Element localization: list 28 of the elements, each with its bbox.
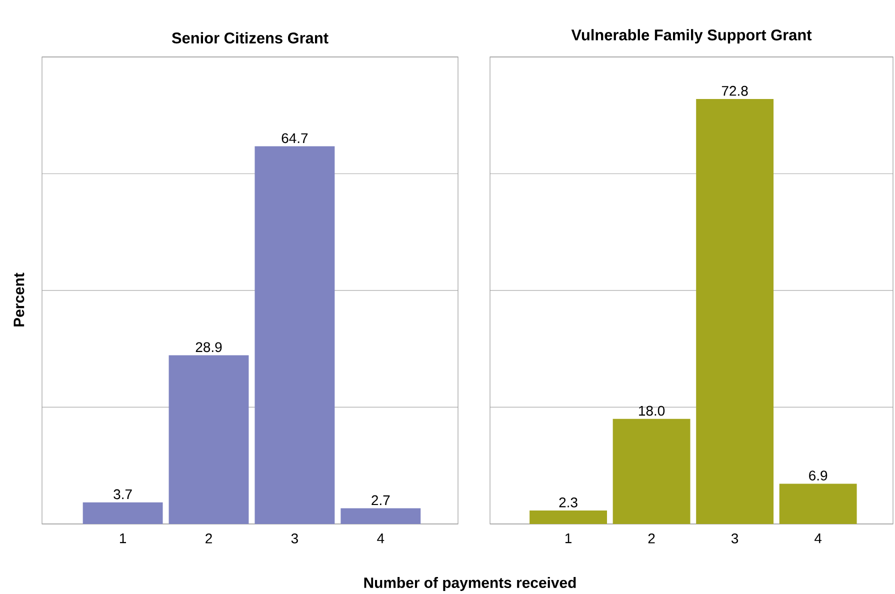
- y-axis-title: Percent: [14, 272, 24, 326]
- x-tick-label: 1: [120, 534, 126, 544]
- bar: [612, 418, 690, 524]
- x-tick-label: 1: [565, 534, 572, 544]
- data-label: 2.3: [559, 497, 578, 508]
- chart-title: Vulnerable Family Support Grant: [571, 29, 812, 44]
- chart-title: Senior Citizens Grant: [172, 32, 328, 44]
- data-label: 6.9: [809, 470, 828, 481]
- x-tick-label: 4: [814, 534, 822, 544]
- x-axis-title: Number of payments received: [364, 577, 576, 591]
- x-tick-label: 3: [731, 533, 738, 544]
- data-label: 28.9: [196, 342, 222, 352]
- data-label: 64.7: [282, 133, 308, 144]
- bar: [340, 508, 421, 524]
- bar: [254, 146, 335, 524]
- bar: [530, 510, 607, 524]
- data-label: 72.8: [722, 86, 748, 96]
- data-label: 3.7: [114, 489, 132, 500]
- x-tick-label: 2: [648, 533, 655, 544]
- data-label: 2.7: [372, 495, 390, 506]
- data-label: 18.0: [639, 406, 665, 416]
- bar: [82, 502, 163, 524]
- bar: [696, 99, 774, 524]
- x-tick-label: 3: [291, 533, 298, 544]
- bar: [168, 355, 249, 524]
- bar: [779, 484, 857, 524]
- x-tick-label: 4: [377, 534, 384, 544]
- x-tick-label: 2: [206, 533, 212, 544]
